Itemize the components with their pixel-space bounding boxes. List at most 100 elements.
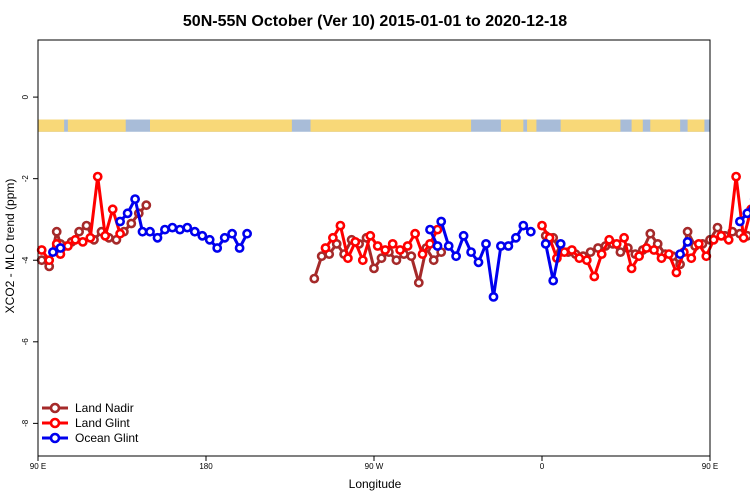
series-ocean-glint [48, 194, 750, 302]
data-point [55, 243, 66, 253]
data-point [70, 234, 81, 245]
x-axis-label: Longitude [349, 477, 402, 491]
data-point [641, 243, 652, 253]
data-point [350, 236, 361, 247]
data-point [387, 238, 398, 249]
data-point [320, 243, 331, 253]
data-point [115, 216, 125, 227]
y-axis: 0 -2 -4 -6 -8 [21, 94, 38, 427]
band-land [310, 119, 472, 132]
data-point [716, 230, 727, 241]
data-point [122, 208, 133, 219]
data-point [604, 234, 615, 245]
data-point [693, 238, 704, 249]
y-tick-label: 0 [21, 94, 30, 99]
y-tick-label: -2 [21, 175, 30, 183]
data-point [589, 271, 600, 282]
data-point [36, 245, 47, 255]
legend-marker [49, 432, 61, 444]
data-point [574, 253, 585, 264]
data-point [380, 245, 391, 255]
data-point [327, 232, 338, 243]
data-point [376, 253, 387, 264]
data-point [481, 238, 491, 249]
data-point [634, 251, 644, 262]
data-point [174, 224, 185, 235]
data-point [548, 275, 559, 286]
data-point [189, 226, 200, 237]
data-point [417, 249, 428, 259]
band-land [500, 119, 524, 132]
data-point [92, 171, 103, 182]
x-axis: 90 E 180 90 W 0 90 E [30, 456, 718, 471]
data-point [197, 230, 208, 241]
data-point [619, 232, 629, 243]
data-point [495, 241, 506, 251]
data-point [458, 230, 469, 241]
data-point [413, 277, 424, 288]
data-point [701, 251, 712, 262]
data-point [145, 226, 155, 237]
data-point [664, 249, 674, 259]
data-point [428, 255, 439, 266]
data-point [585, 247, 596, 257]
y-tick-label: -4 [21, 256, 30, 264]
data-point [309, 273, 320, 284]
data-point [686, 253, 697, 264]
data-point [212, 243, 223, 253]
data-point [395, 245, 405, 255]
x-tick-label: 0 [540, 462, 545, 471]
data-point [731, 171, 741, 182]
data-point [342, 253, 353, 264]
data-point [656, 253, 667, 264]
data-point [540, 238, 551, 249]
data-point [708, 234, 719, 245]
series-land-glint [36, 171, 750, 282]
data-point [335, 220, 346, 231]
data-point [77, 236, 88, 247]
data-point [182, 222, 193, 233]
data-point [712, 222, 723, 233]
legend-label: Land Nadir [75, 401, 134, 415]
band-land [150, 119, 292, 132]
data-point [626, 263, 637, 274]
data-point [219, 232, 230, 243]
data-point [511, 232, 521, 243]
data-point [391, 255, 402, 266]
band-land [650, 119, 681, 132]
data-point [137, 226, 148, 237]
data-point [85, 232, 96, 243]
data-point [611, 238, 622, 249]
data-point [402, 241, 413, 251]
data-point [227, 228, 237, 239]
data-point [159, 224, 170, 235]
data-point [425, 224, 435, 235]
band-land [631, 119, 643, 132]
data-point [682, 236, 693, 247]
series-group [36, 171, 750, 302]
data-point [503, 241, 514, 251]
x-tick-label: 90 W [365, 462, 384, 471]
data-point [432, 241, 443, 251]
band-land [687, 119, 705, 132]
legend-label: Ocean Glint [75, 431, 139, 445]
data-point [81, 220, 92, 231]
data-point [675, 249, 685, 259]
legend-marker [49, 402, 61, 414]
data-point [518, 220, 529, 231]
data-point [567, 245, 577, 255]
data-point [115, 228, 125, 239]
data-point [316, 251, 327, 262]
data-point [682, 226, 693, 237]
data-point [432, 224, 443, 235]
band-land [560, 119, 621, 132]
data-point [425, 238, 435, 249]
land-ocean-band [38, 119, 710, 132]
data-point [581, 255, 592, 266]
data-point [723, 234, 734, 245]
data-point [63, 241, 73, 251]
data-point [488, 291, 499, 302]
x-tick-label: 90 E [702, 462, 718, 471]
